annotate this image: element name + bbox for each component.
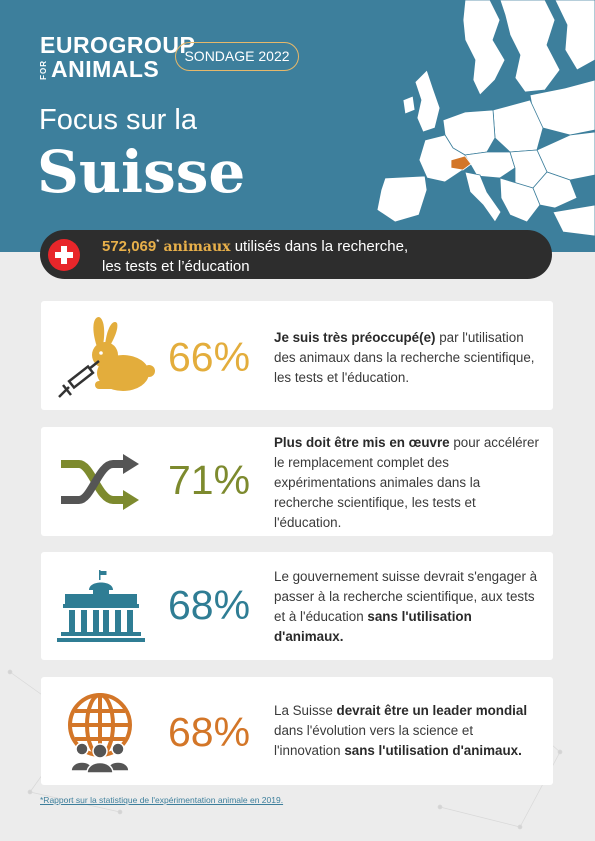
animal-count-number: 572,069 [102,238,157,255]
stat-description: Je suis très préoccupé(e) par l'utilisat… [274,330,535,385]
survey-year-badge: SONDAGE 2022 [175,42,299,71]
percent-value: 68% [168,582,251,628]
rabbit-syringe-icon [58,317,155,398]
animal-count-keyword: animaux [163,239,231,255]
source-footnote-link[interactable]: *Rapport sur la statistique de l'expérim… [40,795,284,805]
stat-card-concern: 66% Je suis très préoccupé(e) par l'util… [41,301,553,410]
percent-value: 71% [168,457,251,503]
stat-card-replacement: 71% Plus doit être mis en œuvre pour acc… [41,427,553,536]
shuffle-arrows-icon [61,454,139,510]
percent-value: 68% [168,709,251,755]
swiss-flag-icon [48,238,80,271]
stat-description: Le gouvernement suisse devrait s'engager… [274,569,538,644]
percent-value: 66% [168,334,251,380]
animal-count-banner: 572,069* animaux utilisés dans la recher… [40,230,552,279]
europe-map-icon [376,0,595,237]
eurogroup-logo: EUROGROUP FOR ANIMALS [39,32,196,82]
switzerland-highlight [450,155,472,171]
globe-people-icon [68,693,132,773]
header-banner: EUROGROUP FOR ANIMALS SONDAGE 2022 Focus… [0,0,595,252]
stat-description: Plus doit être mis en œuvre pour accélér… [274,435,539,530]
stat-description: La Suisse devrait être un leader mondial… [274,703,528,758]
stat-card-government: 68% Le gouvernement suisse devrait s'eng… [41,552,553,660]
animal-count-text: 572,069* animaux utilisés dans la recher… [102,238,409,275]
country-title: Suisse [37,138,246,206]
focus-heading: Focus sur la [39,104,197,136]
stat-card-leadership: 68% La Suisse devrait être un leader mon… [41,677,553,785]
parliament-building-icon [57,570,145,642]
